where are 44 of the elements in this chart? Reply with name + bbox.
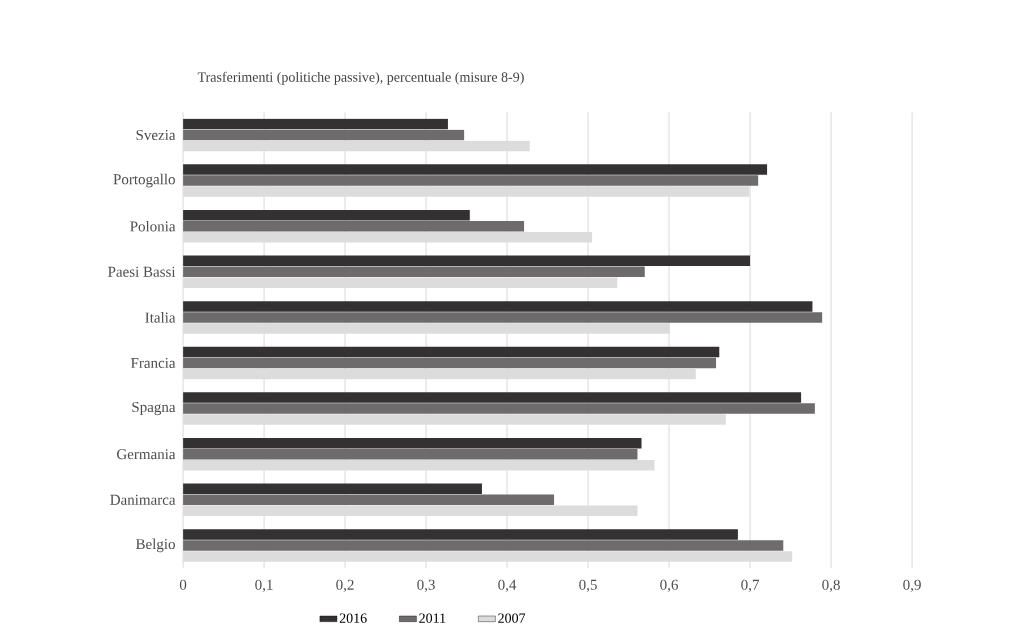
- bar: [183, 494, 555, 506]
- y-tick-label: Svezia: [136, 129, 176, 141]
- x-tick-label: 0,4: [498, 579, 517, 592]
- bar: [183, 209, 470, 221]
- bar: [183, 529, 738, 540]
- x-tick-label: 0,2: [336, 579, 354, 592]
- x-tick-label: 0,3: [417, 579, 435, 592]
- x-tick-label: 0,7: [741, 579, 759, 592]
- y-tick-label: Francia: [130, 357, 176, 369]
- bar: [183, 164, 768, 175]
- bar: [183, 312, 823, 323]
- bar: [183, 540, 784, 551]
- bar: [183, 448, 638, 460]
- y-tick-label: Spagna: [132, 402, 176, 416]
- x-tick-label: 0,5: [579, 579, 597, 592]
- y-tick-label: Italia: [145, 312, 176, 323]
- bar: [183, 266, 645, 278]
- bar: [183, 129, 465, 141]
- x-tick-label: 0,8: [822, 579, 840, 592]
- y-tick-label: Danimarca: [110, 494, 176, 505]
- y-tick-label: Belgio: [135, 538, 175, 553]
- y-tick-label: Portogallo: [113, 173, 175, 188]
- bar: [183, 437, 642, 449]
- bar: [183, 392, 802, 403]
- y-tick-label: Paesi Bassi: [108, 266, 176, 277]
- bar: [183, 346, 720, 358]
- legend-label: 2011: [419, 613, 446, 623]
- bar: [183, 175, 759, 186]
- bar: [183, 301, 813, 312]
- x-tick-label: 0,6: [660, 579, 678, 592]
- x-tick-label: 0,1: [255, 579, 273, 592]
- bar: [183, 483, 482, 495]
- y-tick-label: Germania: [117, 449, 176, 460]
- bar: [183, 255, 751, 267]
- x-tick-label: 0,9: [903, 579, 921, 592]
- x-tick-label: 0: [179, 579, 187, 590]
- bar: [183, 220, 525, 232]
- bar: [183, 118, 448, 130]
- chart-title: Trasferimenti (politiche passive), percentuale (misure 8-9): [197, 71, 524, 85]
- bar: [183, 403, 815, 414]
- legend-label: 2007: [498, 613, 526, 623]
- bar: [183, 357, 717, 369]
- y-tick-label: Polonia: [130, 220, 176, 232]
- legend-label: 2016: [339, 613, 367, 623]
